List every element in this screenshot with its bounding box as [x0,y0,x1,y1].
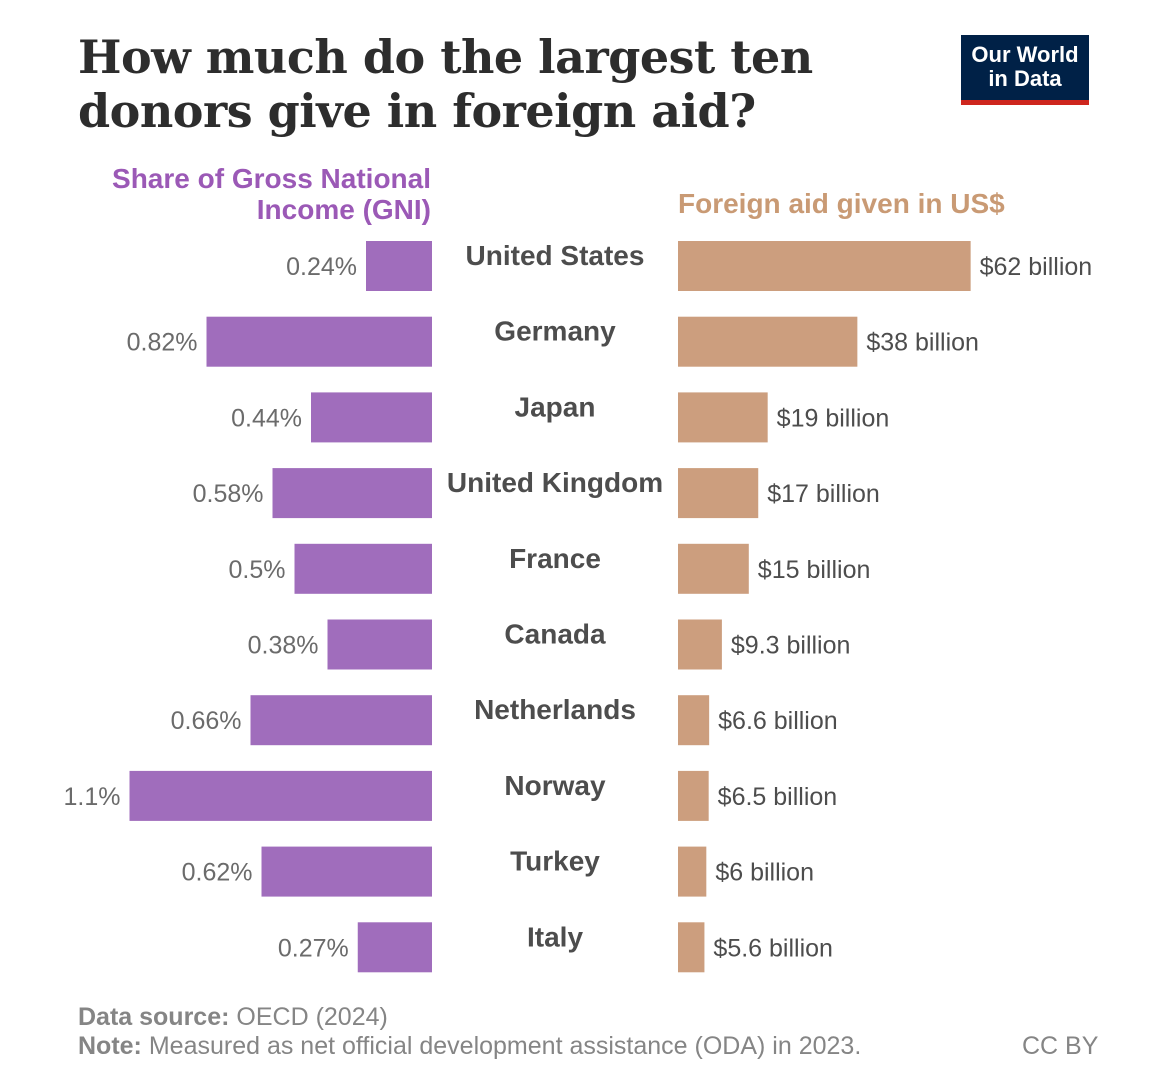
data-source-text: OECD (2024) [236,1003,388,1031]
country-label: Netherlands [474,694,636,725]
aid-value-label: $17 billion [767,480,880,508]
aid-bar [678,770,709,821]
gni-bar [357,922,432,973]
aid-value-label: $15 billion [758,556,871,584]
country-label: United States [466,240,645,271]
gni-bar [311,392,432,443]
country-label: Japan [515,391,596,422]
chart-note: Note: Measured as net official developme… [78,1032,861,1061]
country-label: France [509,543,601,574]
left-panel-title-line-1: Share of Gross National [112,163,431,194]
gni-value-label: 0.82% [127,329,198,357]
right-panel-title: Foreign aid given in US$ [678,188,1005,219]
logo-line-2: in Data [988,66,1062,91]
gni-value-label: 0.5% [229,556,286,584]
aid-value-label: $6 billion [715,859,814,887]
logo-accent-bar [961,100,1089,105]
country-label: Germany [494,316,616,347]
note-label: Note: [78,1032,142,1060]
aid-value-label: $6.6 billion [718,707,838,735]
gni-bar [327,619,432,670]
gni-value-label: 0.38% [248,632,319,660]
aid-value-label: $5.6 billion [713,934,833,962]
gni-bar [272,468,432,519]
country-label: Norway [504,770,606,801]
gni-bar [250,695,432,746]
country-label: Italy [527,921,583,952]
gni-value-label: 0.27% [278,934,349,962]
aid-bar [678,316,858,367]
butterfly-bar-chart: 0.24% United States $62 billion 0.82% German… [64,240,1093,973]
aid-value-label: $19 billion [777,404,890,432]
aid-bar [678,619,722,670]
aid-bar [678,543,749,594]
aid-bar [678,241,971,291]
gni-value-label: 0.66% [171,707,242,735]
aid-value-label: $38 billion [866,329,979,357]
gni-bar [129,770,432,821]
left-panel-title: Share of Gross National Income (GNI) [112,163,431,225]
gni-bar [206,316,432,367]
aid-bar [678,392,768,443]
aid-bar [678,695,710,746]
gni-bar [366,241,432,291]
chart-title: How much do the largest ten donors give … [78,30,813,138]
gni-value-label: 0.62% [182,859,253,887]
aid-value-label: $6.5 billion [718,783,838,811]
note-text: Measured as net official development ass… [148,1032,862,1060]
logo-line-1: Our World [971,42,1079,67]
data-source: Data source: OECD (2024) [78,1003,388,1032]
gni-bar [294,543,432,594]
country-label: Canada [504,619,606,650]
data-source-label: Data source: [78,1003,230,1031]
aid-bar [678,846,707,897]
license[interactable]: CC BY [1022,1032,1099,1060]
gni-value-label: 0.44% [231,404,302,432]
left-panel-title-line-2: Income (GNI) [256,194,431,225]
aid-value-label: $9.3 billion [731,632,851,660]
country-label: United Kingdom [447,467,663,498]
owid-logo[interactable]: Our World in Data [961,35,1089,105]
gni-value-label: 0.24% [286,253,357,281]
aid-value-label: $62 billion [980,253,1093,281]
gni-value-label: 1.1% [64,783,121,811]
aid-bar [678,468,759,519]
country-label: Turkey [510,846,600,877]
aid-bar [678,922,705,973]
gni-bar [261,846,432,897]
gni-value-label: 0.58% [193,480,264,508]
